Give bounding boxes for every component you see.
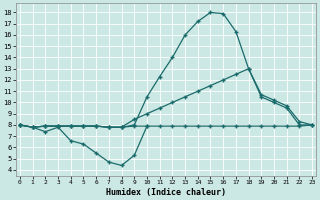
X-axis label: Humidex (Indice chaleur): Humidex (Indice chaleur) xyxy=(106,188,226,197)
